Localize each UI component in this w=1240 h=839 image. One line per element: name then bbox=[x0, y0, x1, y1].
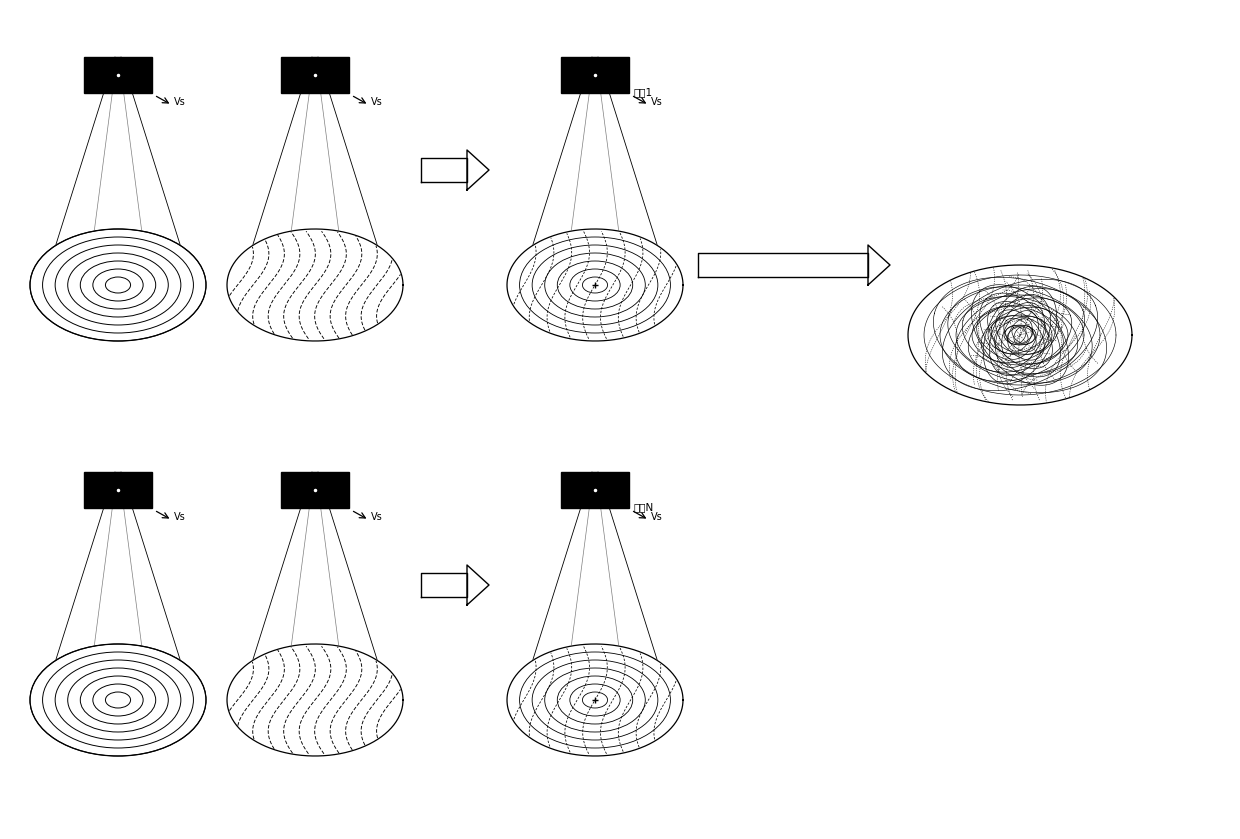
Polygon shape bbox=[467, 565, 489, 605]
Text: Vs: Vs bbox=[371, 97, 383, 107]
Bar bbox=[281, 472, 348, 508]
Bar bbox=[560, 472, 629, 508]
Bar bbox=[84, 57, 153, 93]
Polygon shape bbox=[422, 573, 467, 597]
Text: 卫星N: 卫星N bbox=[632, 502, 653, 512]
Bar bbox=[560, 57, 629, 93]
Polygon shape bbox=[507, 229, 683, 341]
Text: Vs: Vs bbox=[651, 97, 662, 107]
Polygon shape bbox=[507, 644, 683, 756]
Text: Vs: Vs bbox=[174, 512, 186, 522]
Polygon shape bbox=[467, 150, 489, 190]
Polygon shape bbox=[868, 245, 890, 285]
Polygon shape bbox=[30, 229, 206, 341]
Text: Vs: Vs bbox=[371, 512, 383, 522]
Polygon shape bbox=[227, 644, 403, 756]
Polygon shape bbox=[908, 265, 1132, 405]
Text: Vs: Vs bbox=[651, 512, 662, 522]
Bar bbox=[84, 472, 153, 508]
Polygon shape bbox=[227, 229, 403, 341]
Polygon shape bbox=[698, 253, 868, 277]
Polygon shape bbox=[422, 158, 467, 182]
Text: 卫星1: 卫星1 bbox=[632, 87, 652, 97]
Polygon shape bbox=[30, 644, 206, 756]
Text: Vs: Vs bbox=[174, 97, 186, 107]
Bar bbox=[281, 57, 348, 93]
